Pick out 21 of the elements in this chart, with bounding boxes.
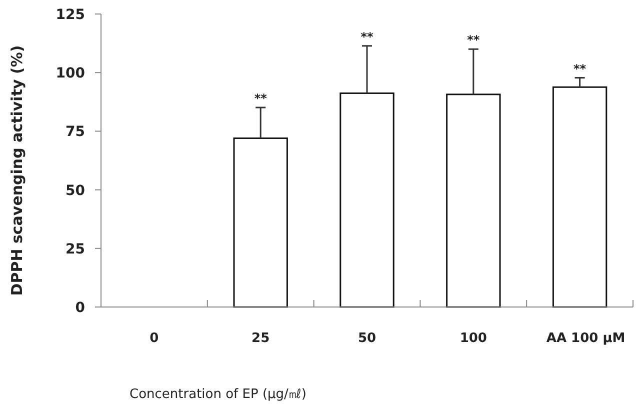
y-tick-label: 125	[56, 7, 85, 23]
y-tick-label: 50	[66, 182, 86, 199]
x-tick-label: 50	[358, 331, 376, 346]
x-tick-label: 100	[460, 331, 487, 346]
x-axis-title: Concentration of EP (μg/㎖)	[130, 387, 306, 402]
bar	[446, 94, 501, 308]
bar	[340, 92, 394, 308]
bar	[233, 137, 288, 308]
x-tick-label: 25	[252, 331, 270, 346]
annotation: **	[574, 62, 587, 76]
annotation: **	[467, 33, 480, 48]
y-tick-label: 75	[66, 124, 85, 140]
y-tick-label: 25	[66, 241, 85, 258]
annotation: **	[360, 30, 374, 44]
x-tick-label: AA 100 μM	[546, 331, 626, 346]
y-tick-label: 100	[56, 66, 86, 82]
y-tick-label: 0	[75, 300, 86, 316]
bar	[552, 86, 608, 308]
x-tick-label: 0	[150, 331, 159, 346]
y-axis-title: DPPH scavenging activity (%)	[8, 45, 26, 296]
annotation: **	[254, 92, 268, 106]
